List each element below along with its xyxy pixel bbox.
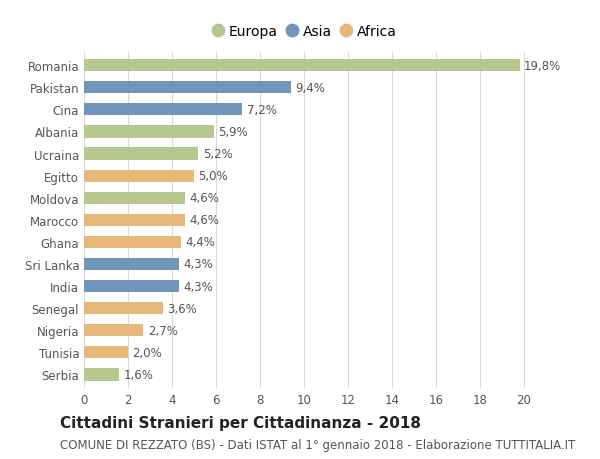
- Text: 4,4%: 4,4%: [185, 236, 215, 249]
- Text: 5,0%: 5,0%: [199, 170, 228, 183]
- Bar: [84, 236, 181, 248]
- Text: 9,4%: 9,4%: [295, 82, 325, 95]
- Bar: [84, 192, 185, 204]
- Text: 3,6%: 3,6%: [167, 302, 197, 315]
- Bar: [84, 60, 520, 72]
- Text: Cittadini Stranieri per Cittadinanza - 2018: Cittadini Stranieri per Cittadinanza - 2…: [60, 415, 421, 431]
- Text: 5,9%: 5,9%: [218, 126, 248, 139]
- Bar: [84, 258, 179, 270]
- Bar: [84, 214, 185, 226]
- Bar: [84, 302, 163, 314]
- Bar: [84, 170, 194, 182]
- Text: 1,6%: 1,6%: [124, 368, 154, 381]
- Text: 4,3%: 4,3%: [183, 280, 213, 293]
- Text: 7,2%: 7,2%: [247, 104, 277, 117]
- Text: COMUNE DI REZZATO (BS) - Dati ISTAT al 1° gennaio 2018 - Elaborazione TUTTITALIA: COMUNE DI REZZATO (BS) - Dati ISTAT al 1…: [60, 438, 575, 451]
- Bar: [84, 126, 214, 138]
- Text: 2,0%: 2,0%: [133, 346, 162, 359]
- Text: 19,8%: 19,8%: [524, 60, 561, 73]
- Bar: [84, 347, 128, 358]
- Bar: [84, 104, 242, 116]
- Bar: [84, 148, 199, 160]
- Text: 4,6%: 4,6%: [190, 214, 220, 227]
- Bar: [84, 280, 179, 292]
- Text: 4,3%: 4,3%: [183, 258, 213, 271]
- Text: 4,6%: 4,6%: [190, 192, 220, 205]
- Legend: Europa, Asia, Africa: Europa, Asia, Africa: [211, 21, 401, 44]
- Text: 5,2%: 5,2%: [203, 148, 233, 161]
- Bar: [84, 369, 119, 381]
- Text: 2,7%: 2,7%: [148, 324, 178, 337]
- Bar: [84, 325, 143, 336]
- Bar: [84, 82, 291, 94]
